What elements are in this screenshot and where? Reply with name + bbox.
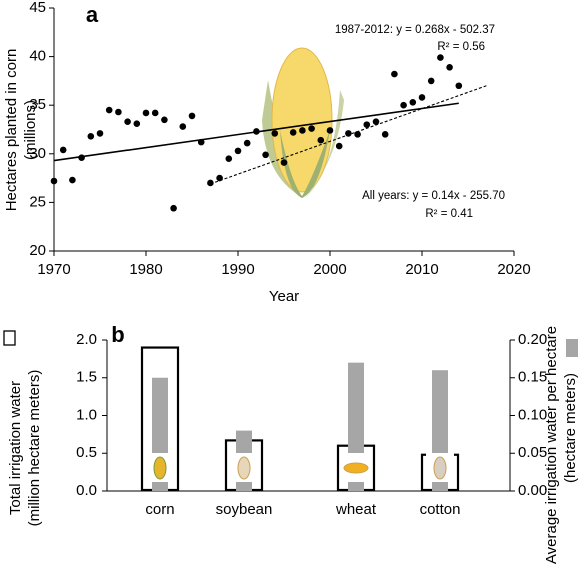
data-point	[151, 109, 159, 117]
data-point	[418, 94, 426, 101]
data-point	[96, 130, 104, 137]
data-point	[142, 109, 150, 117]
annotation: 1987-2012: y = 0.268x - 502.37	[335, 24, 495, 36]
x-tick-label: 2020	[497, 261, 530, 278]
y2-tick-label: 0.15	[518, 369, 547, 386]
y-tick-label: 30	[29, 145, 46, 162]
crop-icon	[343, 462, 369, 474]
x-tick-label: 1990	[221, 261, 254, 278]
data-point	[105, 106, 113, 114]
data-point	[59, 146, 67, 154]
data-point	[299, 127, 306, 134]
data-point	[280, 159, 288, 166]
data-point	[253, 128, 260, 135]
x-tick-label: soybean	[216, 501, 273, 518]
data-point	[289, 129, 297, 136]
y-tick-label: 0.5	[76, 444, 97, 461]
data-point	[234, 147, 242, 155]
data-point	[391, 70, 398, 78]
y-tick-label: 1.0	[76, 406, 97, 423]
annotation: R² = 0.56	[437, 41, 485, 53]
data-point	[409, 98, 417, 106]
data-point	[197, 138, 205, 146]
legend-gray-swatch	[566, 339, 578, 357]
data-point	[225, 155, 233, 162]
y2-tick-label: 0.05	[518, 444, 547, 461]
data-point	[308, 125, 315, 132]
crop-icon	[237, 456, 251, 480]
corn-illustration	[262, 47, 344, 198]
data-point	[400, 101, 407, 109]
x-tick-label: wheat	[335, 501, 377, 518]
y-axis-label: Total irrigation water	[7, 381, 24, 515]
data-point	[69, 176, 76, 184]
x-tick-label: corn	[145, 501, 174, 518]
data-point	[133, 120, 141, 127]
data-point	[87, 133, 95, 140]
y-tick-label: 45	[29, 0, 46, 16]
y-axis-label: Hectares planted in corn	[3, 49, 20, 212]
data-point	[243, 139, 251, 147]
data-point	[455, 82, 463, 90]
x-tick-label: 2010	[405, 261, 438, 278]
data-point	[317, 136, 325, 144]
y-tick-label: 35	[29, 96, 46, 113]
panel-label: a	[86, 2, 99, 27]
y-axis-label: (million hectare meters)	[26, 370, 43, 527]
data-point	[161, 116, 168, 124]
y-tick-label: 20	[29, 242, 46, 259]
x-tick-label: 1980	[129, 261, 162, 278]
data-point	[207, 179, 214, 187]
data-point	[170, 204, 177, 212]
y-tick-label: 40	[29, 48, 46, 65]
data-point	[216, 174, 223, 182]
data-point	[446, 63, 453, 71]
y2-tick-label: 0.20	[518, 331, 547, 348]
annotation: R² = 0.41	[425, 208, 473, 220]
x-axis-label: Year	[269, 288, 299, 305]
y-tick-label: 0.0	[76, 482, 97, 499]
y-tick-label: 1.5	[76, 369, 97, 386]
data-point	[381, 131, 389, 138]
data-point	[78, 154, 85, 161]
data-point	[262, 151, 269, 159]
data-point	[179, 123, 187, 130]
x-tick-label: cotton	[420, 501, 461, 518]
data-point	[372, 118, 380, 126]
data-point	[188, 112, 196, 120]
y2-tick-label: 0.10	[518, 406, 547, 423]
crop-icon	[153, 456, 167, 480]
y2-axis-label: (hectare meters)	[562, 373, 579, 483]
data-point	[345, 130, 352, 137]
data-point	[50, 177, 58, 185]
annotation: All years: y = 0.14x - 255.70	[362, 190, 505, 202]
data-point	[427, 77, 435, 85]
y-axis-label: (millions)	[22, 100, 39, 160]
data-point	[437, 54, 444, 61]
y2-tick-label: 0.00	[518, 482, 547, 499]
data-point	[124, 118, 131, 126]
y-tick-label: 2.0	[76, 331, 97, 348]
data-point	[354, 131, 361, 138]
x-tick-label: 1970	[37, 261, 70, 278]
data-point	[115, 108, 122, 116]
data-point	[335, 142, 343, 150]
y2-axis-label: Average irrigation water per hectare	[543, 326, 560, 564]
crop-icon	[433, 456, 447, 480]
legend-outline-swatch	[3, 330, 16, 346]
y-tick-label: 25	[29, 193, 46, 210]
data-point	[363, 121, 371, 128]
data-point	[326, 127, 334, 134]
panel-label: b	[111, 322, 124, 347]
data-point	[271, 130, 279, 137]
x-tick-label: 2000	[313, 261, 346, 278]
